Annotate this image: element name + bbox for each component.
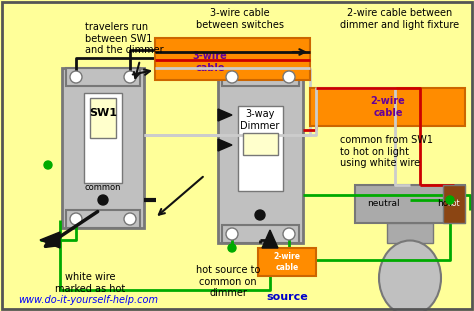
Circle shape xyxy=(283,71,295,83)
Text: travelers run
between SW1
and the dimmer: travelers run between SW1 and the dimmer xyxy=(85,22,164,55)
Bar xyxy=(84,93,122,183)
Bar xyxy=(238,106,283,191)
Circle shape xyxy=(226,71,238,83)
Bar xyxy=(443,185,465,223)
Bar xyxy=(258,248,316,276)
Polygon shape xyxy=(40,232,60,248)
Text: 3-wire cable
between switches: 3-wire cable between switches xyxy=(196,8,284,30)
Circle shape xyxy=(124,71,136,83)
Bar xyxy=(218,68,303,243)
Text: source: source xyxy=(266,292,308,302)
Text: SW1: SW1 xyxy=(89,108,117,118)
Text: neutral: neutral xyxy=(367,199,399,208)
Text: 3-wire
cable: 3-wire cable xyxy=(192,51,228,73)
Text: 2-wire
cable: 2-wire cable xyxy=(371,96,405,118)
Bar xyxy=(62,68,144,228)
Text: hot: hot xyxy=(447,199,460,208)
Bar xyxy=(66,210,140,228)
Bar xyxy=(222,225,299,243)
Text: common from SW1
to hot on light
using white wire: common from SW1 to hot on light using wh… xyxy=(340,135,433,168)
Text: 3-way
Dimmer: 3-way Dimmer xyxy=(240,109,280,131)
Bar xyxy=(90,98,116,138)
Text: hot source to
common on
dimmer: hot source to common on dimmer xyxy=(196,265,260,298)
Circle shape xyxy=(44,161,52,169)
Circle shape xyxy=(255,210,265,220)
Bar xyxy=(155,38,310,80)
Bar xyxy=(355,185,465,223)
Polygon shape xyxy=(262,230,278,248)
Polygon shape xyxy=(218,109,232,121)
Bar xyxy=(243,133,278,155)
Text: common: common xyxy=(85,183,121,193)
Text: 2-wire cable between
dimmer and light fixture: 2-wire cable between dimmer and light fi… xyxy=(340,8,460,30)
Polygon shape xyxy=(218,139,232,151)
Bar xyxy=(387,223,433,243)
Circle shape xyxy=(226,228,238,240)
Circle shape xyxy=(124,213,136,225)
Circle shape xyxy=(70,213,82,225)
Circle shape xyxy=(98,195,108,205)
Circle shape xyxy=(228,244,236,252)
Text: white wire
marked as hot: white wire marked as hot xyxy=(55,272,125,294)
Bar xyxy=(310,88,465,126)
Text: 2-wire
cable: 2-wire cable xyxy=(273,252,301,272)
Ellipse shape xyxy=(379,240,441,311)
Text: hot: hot xyxy=(438,199,453,208)
Circle shape xyxy=(446,196,454,204)
Bar xyxy=(66,68,140,86)
Circle shape xyxy=(283,228,295,240)
Bar xyxy=(222,68,299,86)
Circle shape xyxy=(70,71,82,83)
Text: www.do-it-yourself-help.com: www.do-it-yourself-help.com xyxy=(18,295,158,305)
